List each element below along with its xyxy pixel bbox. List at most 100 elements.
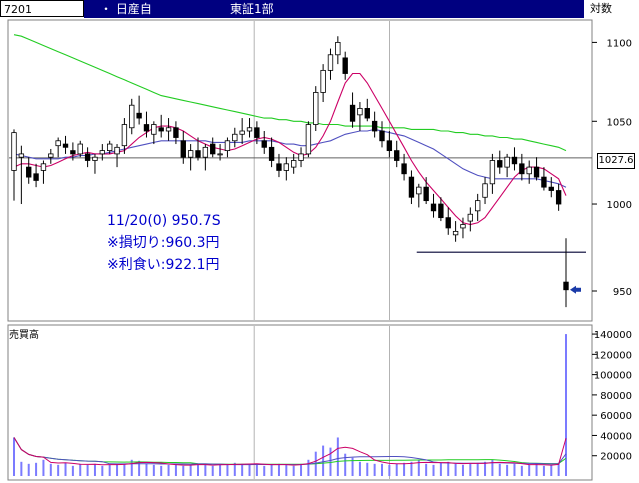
volume-bar [454,463,457,476]
candle-body [239,130,245,135]
volume-bar [42,459,45,476]
candle-body [99,150,106,155]
volume-bar [241,463,244,476]
candle-body [335,41,341,56]
candle-body [305,124,312,155]
volume-bar [101,465,104,476]
volume-tick-label: 120000 [594,350,632,361]
candle-body [452,230,459,236]
volume-bar [366,462,369,476]
volume-tick-label: 100000 [594,371,632,382]
price-arrow-marker [570,285,581,294]
candle-body [467,213,474,222]
volume-bar [498,463,501,476]
volume-bar [381,463,383,476]
candle-body [254,127,260,138]
candle-body [246,127,253,132]
volume-bar [520,465,523,476]
annotation-line-stoploss: ※損切り:960.3円 [107,235,220,251]
candle-body [511,156,518,165]
candle-body [114,146,120,155]
candle-body [33,173,39,181]
candle-body [18,153,25,158]
volume-tick-label: 20000 [600,452,632,463]
candle-body [210,143,216,155]
candle-body [158,127,164,132]
candle-body [555,190,562,205]
candle-body [187,150,194,158]
candle-body [394,150,400,161]
candle-body [408,176,415,198]
moving-average-lines [13,34,567,226]
candle-body [504,156,510,168]
scale-mode-label[interactable]: 対数 [590,2,612,15]
volume-bar [432,464,435,476]
volume-tick-label: 80000 [600,391,632,402]
volume-bar [565,334,567,476]
candle-body [180,140,186,158]
volume-bar [476,462,479,476]
candle-body [261,140,267,148]
candle-body [349,104,356,122]
candle-body [371,120,378,132]
candle-body [283,163,290,171]
volume-bar [226,463,229,476]
volume-bar [204,464,207,476]
candle-body [121,124,128,147]
title-bar: 7201 ・ 日産自 東証1部 対数 [0,0,639,18]
volume-bar [439,462,442,476]
volume-bar [160,465,163,476]
volume-bar [197,463,199,476]
candle-body [224,140,231,152]
volume-bar [557,462,560,476]
volume-bar [395,463,398,476]
volume-bar [255,463,258,476]
candle-body [165,127,172,132]
volume-ma-short-line [13,437,567,466]
volume-bar [484,461,487,476]
candle-body [151,124,157,135]
current-price-tag: 1027.6 [597,153,635,169]
volume-bar [189,464,192,476]
ma-long-line [13,34,567,152]
candle-body [48,153,54,158]
volume-average-lines [13,437,567,466]
candle-body [195,150,201,158]
candle-body [70,150,76,155]
volume-tick-label: 140000 [594,330,632,341]
ma-short-line [13,72,567,226]
volume-bar [344,453,347,476]
annotation-line-price: 11/20(0) 950.7S [107,213,221,229]
volume-bar [57,464,60,476]
volume-bar [263,465,266,476]
candle-body [482,183,488,198]
candle-body [268,146,275,161]
candle-body [379,130,385,142]
volume-bar [20,461,23,476]
candle-body [423,186,429,202]
volume-bar [528,464,531,476]
price-panel [7,19,593,322]
candle-body [548,186,554,191]
volume-bar [71,465,74,476]
volume-bar [211,465,214,476]
title-band [84,0,584,18]
candle-body [84,153,91,161]
volume-bar [351,457,354,476]
candle-body [401,163,407,175]
candle-body [55,140,61,147]
price-tick-label: 1100 [607,38,632,49]
candle-body [77,143,83,155]
price-tick-label: 1050 [607,117,632,128]
volume-bar [116,463,119,476]
volume-bar [49,463,52,476]
candle-body [26,166,32,178]
candle-body [474,200,481,212]
volume-bar [373,463,376,476]
volume-bar [425,463,428,476]
volume-bar [336,437,339,476]
volume-bar [513,463,516,476]
candle-body [497,160,503,168]
vertical-separators [253,21,390,479]
candle-body [143,124,150,132]
